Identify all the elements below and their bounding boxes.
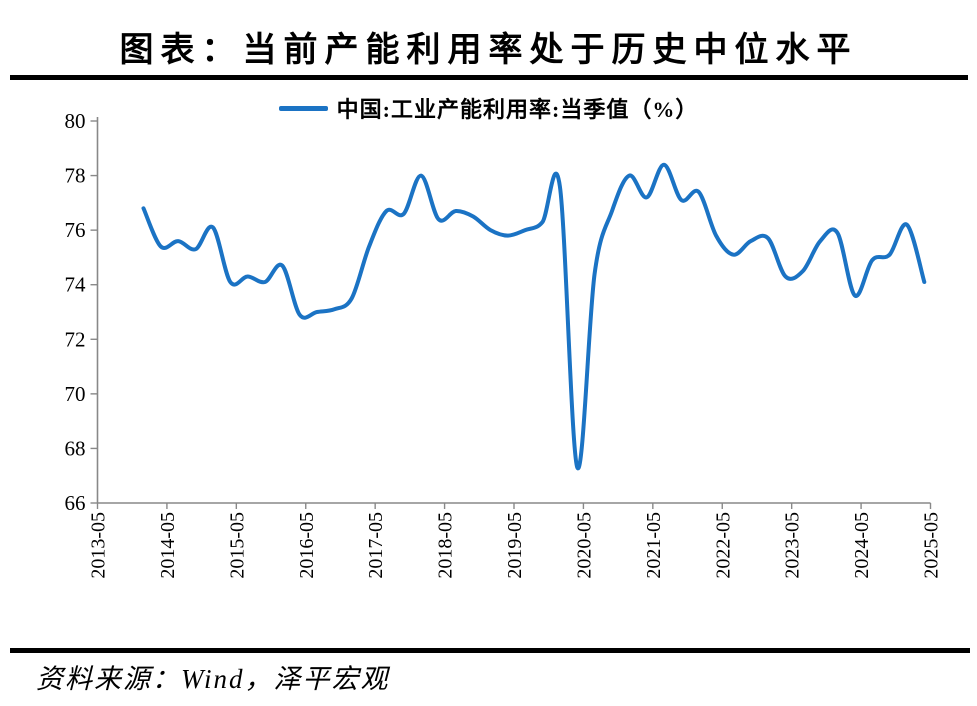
- y-tick-label: 68: [65, 436, 86, 460]
- x-tick-label: 2021-05: [643, 512, 665, 579]
- y-tick-label: 72: [65, 327, 86, 351]
- legend-label: 中国:工业产能利用率:当季值（%）: [336, 97, 699, 122]
- chart-title: 图表：当前产能利用率处于历史中位水平: [119, 32, 858, 69]
- x-tick-label: 2024-05: [851, 512, 873, 579]
- x-tick-label: 2019-05: [504, 512, 526, 579]
- x-tick-label: 2013-05: [88, 512, 110, 579]
- y-tick-label: 76: [65, 218, 86, 242]
- x-tick-label: 2022-05: [712, 512, 734, 579]
- x-tick-label: 2025-05: [921, 512, 943, 579]
- source-note: 资料来源：Wind，泽平宏观: [36, 664, 390, 694]
- x-tick-label: 2018-05: [435, 512, 457, 579]
- y-tick-label: 78: [65, 164, 86, 188]
- y-tick-label: 74: [65, 273, 87, 297]
- y-tick-label: 66: [65, 491, 86, 515]
- x-tick-label: 2015-05: [226, 512, 248, 579]
- footer-divider-rule: [10, 648, 970, 653]
- title-divider-rule: [10, 75, 968, 80]
- x-tick-label: 2020-05: [573, 512, 595, 579]
- x-tick-label: 2016-05: [296, 512, 318, 579]
- y-tick-label: 80: [65, 109, 86, 133]
- x-tick-label: 2017-05: [365, 512, 387, 579]
- legend-line-swatch: [278, 105, 328, 111]
- x-tick-label: 2014-05: [157, 512, 179, 579]
- series-line-capacity-utilization: [141, 162, 927, 471]
- x-tick-label: 2023-05: [782, 512, 804, 579]
- legend: 中国:工业产能利用率:当季值（%）: [0, 94, 977, 122]
- y-tick-label: 70: [65, 382, 86, 406]
